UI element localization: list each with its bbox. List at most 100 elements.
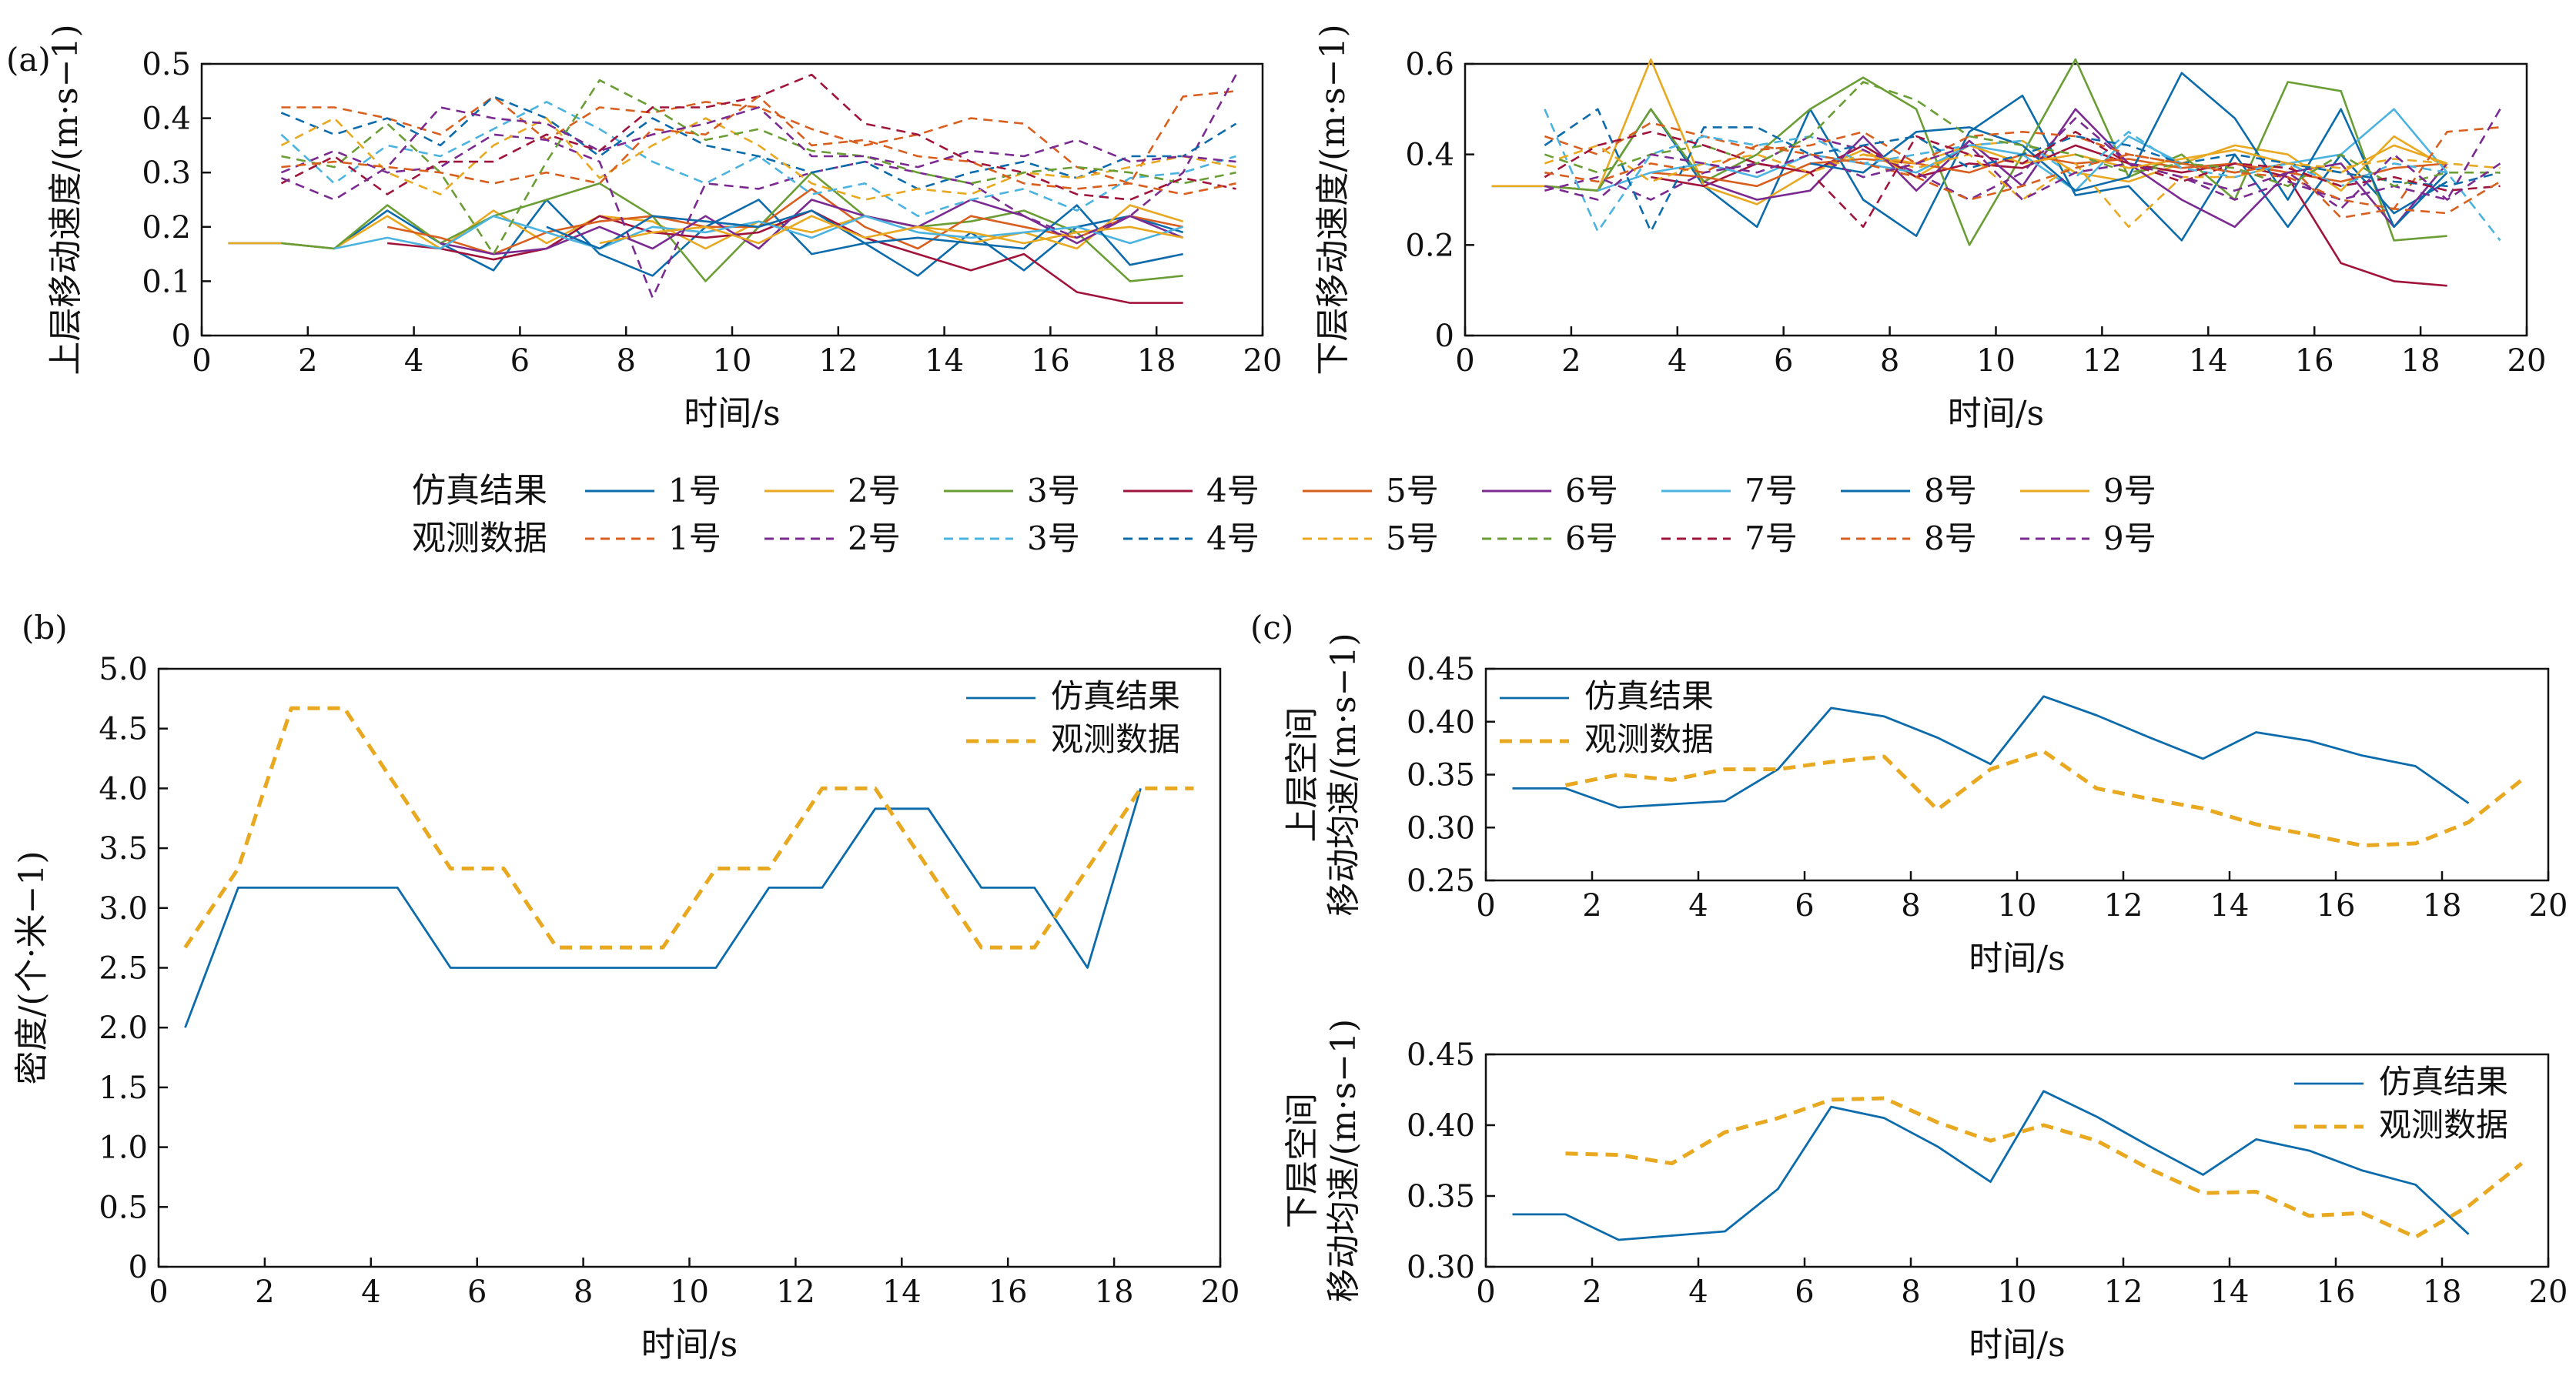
- y-tick-label: 1.5: [99, 1071, 148, 1106]
- y-tick-label: 0.4: [142, 102, 191, 137]
- x-tick-label: 8: [1901, 888, 1920, 924]
- x-tick-label: 16: [2317, 888, 2356, 924]
- y-tick-label: 0.1: [142, 264, 191, 299]
- series-line: [280, 106, 1236, 201]
- x-tick-label: 20: [2507, 343, 2547, 379]
- x-tick-label: 12: [2104, 888, 2143, 924]
- x-tick-label: 2: [1561, 343, 1581, 379]
- chart-c-bottom: 0 2 4 6 8 10 12 14 16 18 20 0.30 0.35 0.40 0.45 时间/s 下层空…: [1283, 1019, 2568, 1365]
- panel-label: (c): [1250, 609, 1293, 646]
- x-axis-title: 时间/s: [1969, 939, 2065, 978]
- x-tick-label: 6: [1774, 343, 1793, 379]
- series-line: [1544, 81, 2501, 188]
- y-tick-label: 0.5: [99, 1190, 148, 1225]
- chart-a-right: 0 2 4 6 8 10 12 14 16 18 20 0 0.2 0.4 0.6 时间/s 下层移动速度/(m…: [1313, 24, 2546, 433]
- x-tick-label: 14: [2210, 888, 2250, 924]
- y-tick-label: 0: [129, 1250, 148, 1285]
- legend-label-obs: 2号: [848, 519, 901, 557]
- series-line: [184, 788, 1142, 1028]
- y-tick-label: 0.35: [1407, 1179, 1475, 1214]
- legend-label: 仿真结果: [1584, 677, 1714, 715]
- x-tick-label: 18: [1095, 1274, 1134, 1310]
- series-line: [280, 74, 1237, 299]
- series-line: [1544, 131, 2501, 229]
- x-tick-label: 20: [1201, 1274, 1240, 1310]
- x-tick-label: 2: [298, 343, 317, 379]
- legend-label-sim: 9号: [2103, 472, 2156, 509]
- x-tick-label: 4: [1668, 343, 1687, 379]
- y-tick-label: 0.2: [142, 210, 191, 246]
- x-tick-label: 0: [1455, 343, 1474, 379]
- x-tick-label: 0: [149, 1274, 168, 1310]
- x-tick-label: 20: [2529, 1274, 2568, 1310]
- series-line: [334, 215, 1184, 250]
- legend-label-sim: 7号: [1745, 472, 1798, 509]
- x-tick-label: 4: [1688, 888, 1708, 924]
- x-tick-label: 8: [616, 343, 635, 379]
- chart-a-left: 0 2 4 6 8 10 12 14 16 18 20 0 0.1 0.2 0.3 0.4 0.5 时间/s 上层移…: [6, 24, 1282, 433]
- x-tick-label: 10: [1976, 343, 2016, 379]
- x-tick-label: 8: [574, 1274, 593, 1310]
- legend-label: 仿真结果: [1051, 677, 1180, 715]
- x-axis-title: 时间/s: [641, 1325, 738, 1365]
- x-tick-label: 18: [2423, 1274, 2462, 1310]
- y-tick-label: 0.5: [142, 47, 191, 82]
- x-tick-label: 0: [1476, 1274, 1495, 1310]
- legend-label-sim: 4号: [1206, 472, 1260, 509]
- legend-label-obs: 6号: [1565, 519, 1618, 557]
- x-tick-label: 20: [1243, 343, 1283, 379]
- x-tick-label: 18: [1137, 343, 1176, 379]
- series-line: [280, 101, 1236, 218]
- series-line: [1565, 1096, 2524, 1239]
- x-tick-label: 8: [1901, 1274, 1920, 1310]
- series-line: [1544, 109, 2501, 201]
- y-tick-label: 0.40: [1407, 1108, 1475, 1144]
- x-tick-label: 4: [361, 1274, 380, 1310]
- legend-heading-obs: 观测数据: [412, 519, 547, 558]
- y-tick-label: 0.2: [1405, 228, 1454, 263]
- x-tick-label: 12: [818, 343, 858, 379]
- legend-label-obs: 3号: [1027, 519, 1080, 557]
- series-line: [440, 199, 1184, 256]
- series-line: [386, 188, 1183, 256]
- x-tick-label: 10: [1998, 888, 2037, 924]
- series-line: [280, 117, 1236, 201]
- x-tick-label: 6: [1795, 888, 1814, 924]
- y-axis-title-line1: 下层空间: [1283, 1093, 1322, 1228]
- y-tick-label: 4.0: [99, 771, 148, 807]
- series-line: [599, 215, 1183, 245]
- x-tick-label: 18: [2401, 343, 2441, 379]
- legend-label-obs: 1号: [668, 519, 721, 557]
- legend-label-obs: 9号: [2103, 519, 2156, 557]
- y-tick-label: 0.4: [1405, 138, 1454, 173]
- x-axis-title: 时间/s: [684, 394, 780, 433]
- series-line: [1809, 72, 2448, 229]
- legend-label-obs: 5号: [1386, 519, 1439, 557]
- x-tick-label: 16: [2317, 1274, 2356, 1310]
- y-tick-label: 0.6: [1405, 47, 1454, 82]
- y-axis-title: 密度/(个·米−1): [12, 850, 52, 1084]
- series-line: [281, 90, 1236, 185]
- y-tick-label: 1.0: [99, 1131, 148, 1166]
- x-tick-label: 10: [713, 343, 752, 379]
- x-tick-label: 18: [2423, 888, 2462, 924]
- legend-label-sim: 3号: [1027, 472, 1080, 509]
- y-tick-label: 0: [1435, 319, 1454, 354]
- panel-label: (b): [22, 609, 68, 646]
- y-tick-label: 0.25: [1407, 864, 1475, 899]
- y-tick-label: 4.5: [99, 712, 148, 747]
- y-tick-label: 0.40: [1407, 705, 1475, 740]
- legend-label: 观测数据: [1051, 720, 1180, 758]
- legend-label-sim: 1号: [668, 472, 721, 509]
- x-tick-label: 6: [467, 1274, 487, 1310]
- legend-label-obs: 7号: [1745, 519, 1798, 557]
- x-axis-title: 时间/s: [1948, 394, 2044, 433]
- legend-label: 仿真结果: [2379, 1063, 2508, 1101]
- y-axis-title-line1: 上层空间: [1283, 707, 1322, 843]
- x-tick-label: 6: [1795, 1274, 1814, 1310]
- y-tick-label: 0.30: [1407, 1250, 1475, 1285]
- series-line: [1512, 695, 2470, 809]
